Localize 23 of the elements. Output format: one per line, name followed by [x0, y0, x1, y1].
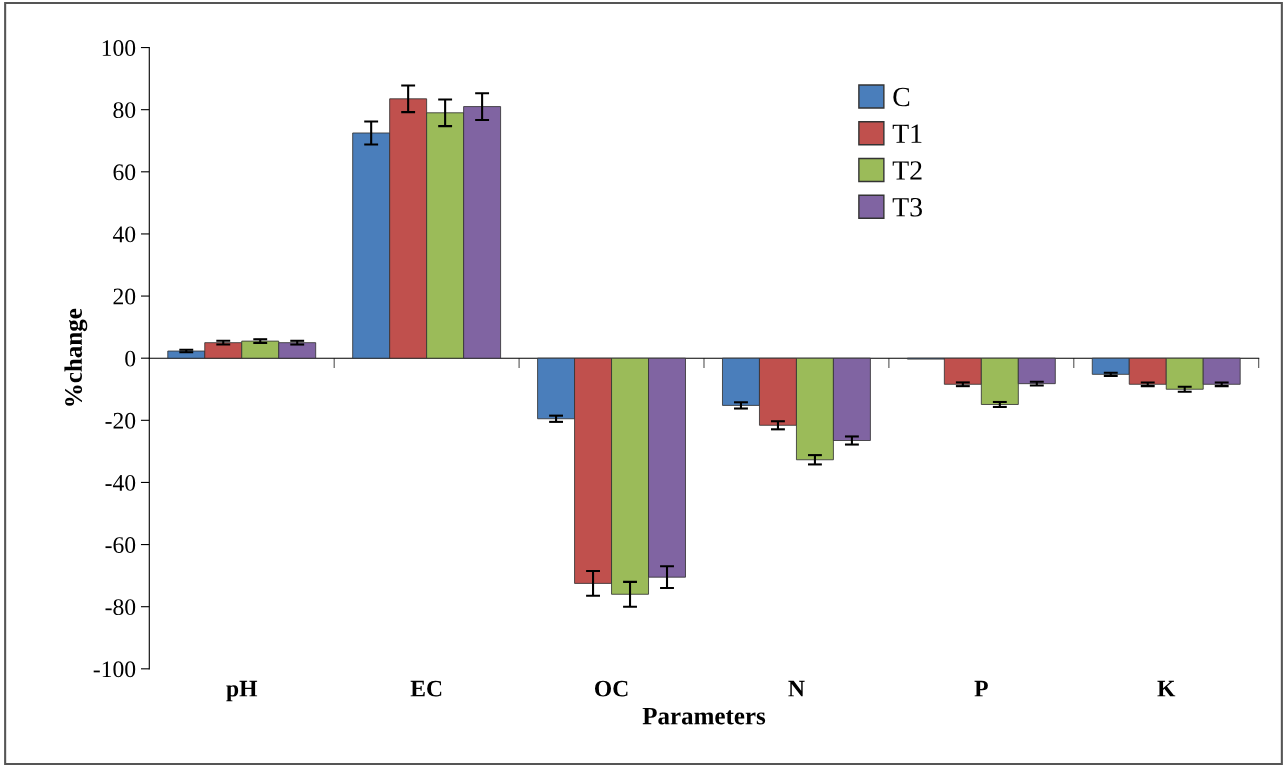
y-tick-label: 80: [113, 102, 136, 119]
legend-label: T1: [892, 124, 922, 143]
y-tick-label: 60: [113, 164, 136, 181]
x-tick-label: K: [1157, 680, 1176, 697]
legend-label: T3: [892, 197, 922, 217]
x-tick-label: pH: [226, 680, 258, 702]
y-tick-label: -100: [93, 661, 136, 678]
x-tick-label: OC: [594, 680, 628, 697]
y-tick-label: 40: [112, 226, 136, 243]
legend-label: T2: [892, 161, 922, 180]
x-tick-label: N: [788, 680, 805, 697]
y-tick-label: 100: [102, 40, 136, 56]
x-axis-title: Parameters: [642, 707, 766, 725]
y-tick-label: -80: [105, 599, 136, 616]
y-tick-label: -60: [105, 537, 136, 553]
x-tick-label: EC: [410, 680, 442, 697]
y-axis-title: %change: [64, 308, 88, 406]
y-tick-label: 20: [113, 288, 136, 305]
legend-label: C: [893, 87, 910, 107]
y-tick-label: -20: [105, 412, 136, 429]
y-tick-label: -40: [105, 474, 136, 491]
x-tick-label: P: [974, 680, 988, 697]
y-tick-label: 0: [125, 350, 136, 367]
